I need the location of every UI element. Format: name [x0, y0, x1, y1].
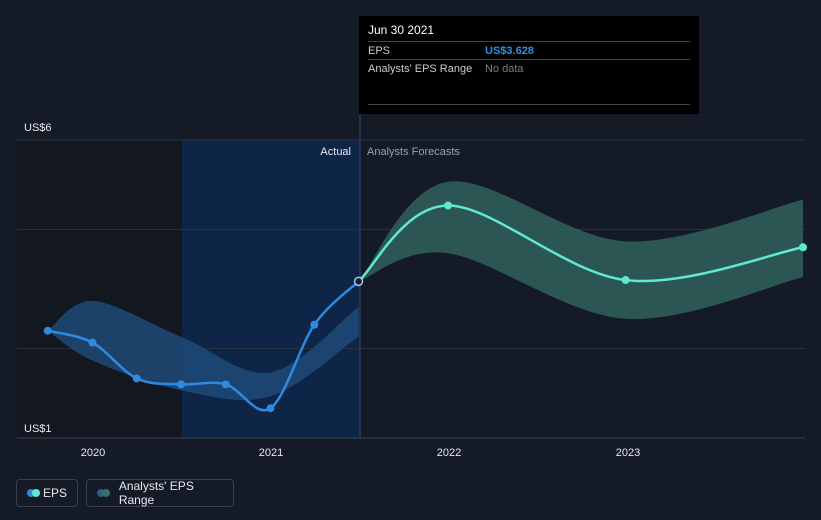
eps-point[interactable]	[43, 326, 52, 335]
eps-points	[43, 201, 808, 413]
range-legend-icon	[97, 489, 110, 497]
x-tick-label-2022: 2022	[437, 447, 461, 459]
tooltip-range-label: Analysts' EPS Range	[368, 62, 473, 75]
tooltip-date: Jun 30 2021	[368, 23, 435, 37]
tooltip-row-range: Analysts' EPS Range No data	[368, 59, 690, 77]
forecast-section-label: Analysts Forecasts	[367, 146, 460, 158]
eps-point[interactable]	[88, 338, 97, 347]
tooltip-row-eps: EPS US$3.628	[368, 41, 690, 59]
eps-point[interactable]	[444, 201, 453, 210]
legend-range-label: Analysts' EPS Range	[118, 479, 194, 507]
legend-item-eps[interactable]: EPS	[16, 479, 78, 507]
y-tick-label-bottom: US$1	[24, 423, 52, 435]
eps-point[interactable]	[132, 374, 141, 383]
tooltip-eps-label: EPS	[368, 44, 391, 57]
eps-line-1	[357, 204, 804, 283]
legend-item-range[interactable]: Analysts' EPS Range	[86, 479, 234, 507]
tooltip-eps-value: US$3.628	[485, 44, 534, 57]
actual-section-label: Actual	[320, 146, 351, 158]
eps-point[interactable]	[221, 380, 230, 389]
eps-lines	[47, 204, 804, 412]
tooltip-range-value: No data	[485, 62, 524, 75]
y-tick-label-top: US$6	[24, 122, 52, 134]
tooltip-divider	[368, 104, 690, 105]
eps-line-0	[47, 280, 360, 412]
past-shade	[17, 140, 182, 438]
x-tick-label-2023: 2023	[616, 447, 640, 459]
eps-point[interactable]	[310, 320, 319, 329]
x-tick-label-2021: 2021	[259, 447, 283, 459]
eps-point[interactable]	[266, 404, 275, 413]
tooltip: Jun 30 2021 EPS US$3.628 Analysts' EPS R…	[359, 16, 699, 114]
range-band-1	[358, 181, 804, 320]
range-band-0	[47, 300, 359, 401]
eps-point[interactable]	[177, 380, 186, 389]
x-tick-label-2020: 2020	[81, 447, 105, 459]
legend-eps-label: EPS	[42, 486, 67, 500]
range-bands	[47, 181, 804, 401]
eps-point[interactable]	[799, 243, 808, 252]
eps-point[interactable]	[621, 276, 630, 285]
eps-point-latest[interactable]	[353, 276, 364, 287]
eps-legend-icon	[27, 489, 40, 497]
